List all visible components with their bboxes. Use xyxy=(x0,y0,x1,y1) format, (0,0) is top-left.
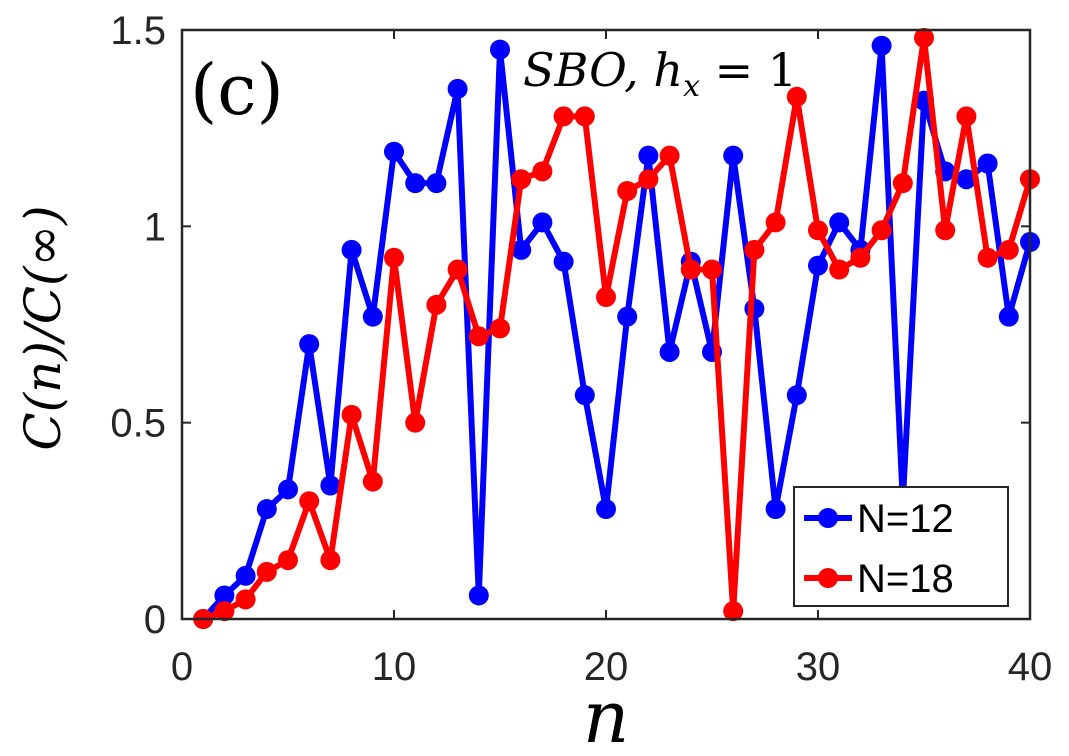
data-point-n12 xyxy=(214,585,235,606)
annotation-tail: = 1 xyxy=(700,43,797,97)
series-layer xyxy=(193,27,1040,629)
data-point-n12 xyxy=(447,78,468,99)
data-point-n18 xyxy=(256,561,277,582)
data-point-n18 xyxy=(723,601,744,622)
data-point-n12 xyxy=(511,239,532,260)
data-point-n18 xyxy=(278,550,298,571)
data-point-n18 xyxy=(638,169,659,190)
data-point-n18 xyxy=(235,589,256,610)
data-point-n12 xyxy=(574,385,595,406)
data-point-n12 xyxy=(384,141,404,162)
y-tick-label: 1 xyxy=(144,205,166,249)
data-point-n12 xyxy=(744,298,765,319)
y-axis-label: C(n)/C(∞) xyxy=(14,205,72,450)
data-point-n18 xyxy=(341,404,362,425)
series-line-n12 xyxy=(200,42,1033,622)
data-point-n18 xyxy=(977,247,998,268)
data-point-n18 xyxy=(850,247,871,268)
data-point-n18 xyxy=(617,180,638,201)
data-point-n18 xyxy=(765,212,786,233)
data-point-n18 xyxy=(998,239,1019,260)
data-point-n12 xyxy=(871,35,892,56)
data-point-n18 xyxy=(532,161,553,182)
data-point-n18 xyxy=(490,318,510,339)
data-point-n12 xyxy=(617,306,638,327)
data-point-n12 xyxy=(341,239,362,260)
data-point-n12 xyxy=(596,499,616,520)
series-line-n18 xyxy=(202,34,1033,622)
data-point-n12 xyxy=(532,212,553,233)
annotation-subscript: x xyxy=(683,69,700,104)
x-tick-label: 0 xyxy=(171,645,193,689)
data-point-n18 xyxy=(320,550,341,571)
data-point-n12 xyxy=(765,499,786,520)
x-tick-label: 10 xyxy=(372,645,417,689)
data-point-n12 xyxy=(956,169,977,190)
data-point-n18 xyxy=(935,220,956,241)
data-point-n12 xyxy=(468,585,489,606)
legend-label-n18: N=18 xyxy=(857,557,954,601)
data-point-n18 xyxy=(892,173,913,194)
data-point-n12 xyxy=(808,255,828,276)
data-point-n12 xyxy=(405,173,426,194)
tick-layer: 0 10 20 30 40 0 0.5 1 1.5 xyxy=(110,9,1052,689)
data-point-n12 xyxy=(362,306,383,327)
data-point-n18 xyxy=(574,106,595,127)
data-point-n12 xyxy=(553,251,574,272)
data-point-n12 xyxy=(977,153,998,174)
data-point-n12 xyxy=(829,212,850,233)
panel-label: (c) xyxy=(190,49,284,131)
data-point-n18 xyxy=(956,106,977,127)
data-point-n18 xyxy=(871,220,892,241)
chart-annotation: SBO, hx = 1 xyxy=(523,43,797,104)
y-tick-label: 1.5 xyxy=(110,9,166,53)
annotation-main: SBO, h xyxy=(523,43,683,97)
legend-label-n12: N=12 xyxy=(857,497,954,541)
data-point-n12 xyxy=(998,306,1019,327)
data-point-n18 xyxy=(511,169,532,190)
data-point-n18 xyxy=(914,27,934,48)
data-point-n18 xyxy=(468,326,489,347)
data-point-n18 xyxy=(362,471,383,492)
data-point-n18 xyxy=(553,106,574,127)
data-point-n18 xyxy=(384,247,404,268)
data-point-n12 xyxy=(638,145,659,166)
data-point-n18 xyxy=(829,259,850,280)
data-point-n18 xyxy=(405,412,426,433)
data-point-n12 xyxy=(426,173,447,194)
legend-marker-n18 xyxy=(818,568,838,588)
data-point-n12 xyxy=(278,479,298,500)
y-tick-label: 0.5 xyxy=(110,402,166,446)
y-tick-label: 0 xyxy=(144,598,166,642)
data-point-n18 xyxy=(659,145,680,166)
data-point-n18 xyxy=(786,86,807,107)
data-point-n18 xyxy=(744,239,765,260)
data-point-n12 xyxy=(786,385,807,406)
x-tick-label: 40 xyxy=(1008,645,1053,689)
x-tick-label: 30 xyxy=(796,645,841,689)
legend-marker-n12 xyxy=(818,508,838,528)
data-point-n18 xyxy=(808,220,828,241)
data-point-n18 xyxy=(214,601,235,622)
data-point-n12 xyxy=(723,145,744,166)
data-point-n18 xyxy=(447,259,468,280)
data-point-n12 xyxy=(659,341,680,362)
data-point-n18 xyxy=(426,294,447,315)
x-tick-label: 20 xyxy=(584,645,629,689)
data-point-n18 xyxy=(702,259,722,280)
data-point-n12 xyxy=(490,39,510,60)
x-axis-label: n xyxy=(583,675,629,756)
data-point-n18 xyxy=(596,287,616,308)
data-point-n12 xyxy=(299,334,320,355)
data-point-n18 xyxy=(680,259,701,280)
data-point-n12 xyxy=(256,499,277,520)
data-point-n12 xyxy=(235,565,256,586)
legend: N=12 N=18 xyxy=(793,486,1009,607)
data-point-n18 xyxy=(299,491,320,512)
data-point-n12 xyxy=(320,475,341,496)
